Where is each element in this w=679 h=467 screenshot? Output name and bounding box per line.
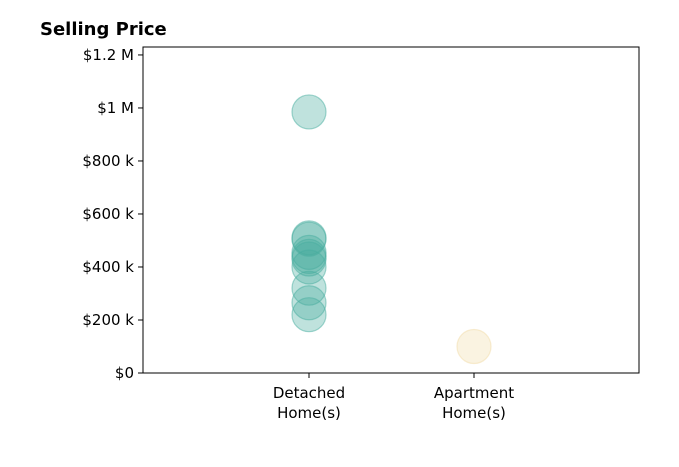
y-axis: $0 $200 k $400 k $600 k $800 k $1 M $1.2 M <box>82 46 143 382</box>
x-axis: Detached Home(s) Apartment Home(s) <box>273 373 514 422</box>
y-tick-label: $1.2 M <box>83 46 134 64</box>
data-point <box>291 270 327 306</box>
x-tick-label: Apartment Home(s) <box>434 384 514 422</box>
y-tick-label: $400 k <box>82 258 134 276</box>
data-point <box>291 297 327 333</box>
plot-area-frame <box>142 46 640 374</box>
data-point <box>456 328 492 365</box>
data-points <box>291 94 492 365</box>
data-point <box>291 241 327 277</box>
data-point <box>291 249 327 285</box>
chart-title: Selling Price <box>40 19 167 40</box>
y-tick-label: $0 <box>115 364 134 382</box>
y-tick-label: $600 k <box>82 205 134 223</box>
data-point <box>291 285 327 321</box>
y-tick-label: $800 k <box>82 152 134 170</box>
data-point <box>291 94 327 130</box>
x-tick-label: Detached Home(s) <box>273 384 345 422</box>
y-tick-label: $1 M <box>97 99 134 117</box>
y-tick-label: $200 k <box>82 311 134 329</box>
